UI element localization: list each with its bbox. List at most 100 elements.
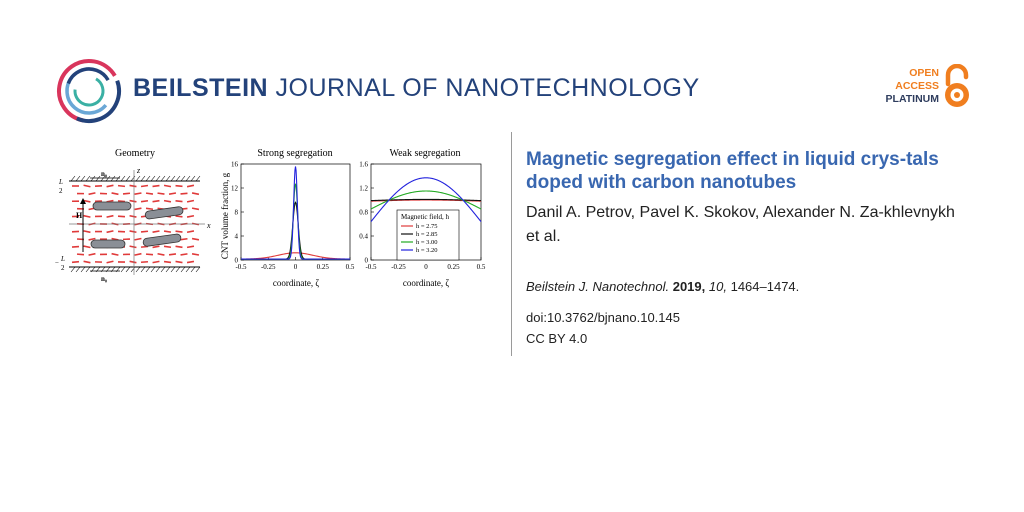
lc-molecule — [152, 199, 160, 203]
hatch-line — [115, 175, 121, 182]
y-tick-label: 0.4 — [359, 233, 368, 241]
hatch-line — [145, 175, 151, 182]
y-tick-label: 0.8 — [359, 209, 368, 217]
open-lock-icon — [945, 64, 969, 107]
hatch-line — [155, 266, 161, 273]
field-label-H: H — [76, 211, 83, 220]
lc-molecule — [163, 184, 172, 188]
doi-link[interactable]: doi:10.3762/bjnano.10.145 — [526, 310, 680, 325]
lc-molecule — [145, 192, 154, 195]
nanotube — [142, 233, 182, 247]
lc-molecule — [157, 252, 165, 256]
x-tick-label: 0.25 — [317, 263, 330, 271]
thickness-top-den: 2 — [59, 187, 63, 195]
lc-molecule — [83, 184, 91, 188]
series-line-3 — [241, 183, 350, 260]
axis-label-x: x — [206, 221, 211, 230]
lc-molecule — [129, 260, 137, 264]
hatch-line — [140, 175, 146, 182]
series-line-2 — [241, 201, 350, 260]
lc-molecule — [134, 207, 142, 211]
hatch-line — [185, 266, 191, 273]
article-title[interactable]: Magnetic segregation effect in liquid cr… — [526, 149, 939, 193]
lc-molecule — [175, 245, 183, 249]
license[interactable]: CC BY 4.0 — [526, 331, 588, 346]
x-tick-label: -0.5 — [235, 263, 247, 271]
lc-molecule — [129, 230, 137, 234]
lc-molecule — [191, 253, 200, 256]
hatch-line — [130, 266, 136, 273]
lc-molecule — [129, 214, 137, 218]
hatch-line — [150, 175, 156, 182]
lc-molecule — [145, 207, 154, 211]
hatch-line — [75, 266, 81, 273]
lc-molecule — [76, 253, 85, 256]
hatch-line — [85, 266, 91, 273]
thickness-bottom-minus: − — [55, 259, 59, 267]
director-label-top: n₀ — [101, 170, 107, 178]
lc-molecule — [175, 215, 183, 218]
x-tick-label: -0.25 — [391, 263, 406, 271]
hatch-line — [170, 175, 176, 182]
lc-molecule — [191, 237, 200, 241]
lc-molecule — [106, 230, 114, 234]
hatch-line — [190, 175, 196, 182]
lc-molecule — [152, 245, 160, 249]
y-tick-label: 0 — [235, 257, 239, 265]
plot-frame — [240, 163, 351, 261]
lc-molecule — [152, 230, 160, 233]
hatch-line — [165, 266, 171, 273]
thickness-bottom: L — [60, 255, 65, 263]
hatch-line — [180, 266, 186, 273]
hatch-line — [95, 175, 101, 182]
hatch-line — [195, 175, 201, 182]
oa-line3: PLATINUM — [885, 93, 939, 105]
lc-molecule — [180, 237, 188, 241]
legend-label: h = 3.00 — [416, 239, 438, 246]
hatch-line — [70, 266, 76, 273]
axis-label-z: z — [136, 166, 141, 175]
hatch-line — [100, 175, 106, 182]
legend-label: h = 3.20 — [416, 247, 438, 254]
lc-molecule — [145, 253, 154, 256]
lc-molecule — [180, 253, 188, 256]
lc-molecule — [152, 260, 160, 264]
hatch-line — [135, 266, 141, 273]
lc-molecule — [163, 260, 172, 264]
hatch-line — [180, 175, 186, 182]
xlabel-strong: coordinate, ζ — [273, 278, 319, 288]
hatch-line — [120, 175, 126, 182]
hatch-line — [120, 266, 126, 273]
hatch-line — [145, 266, 151, 273]
lc-molecule — [140, 260, 149, 264]
citation-year: 2019, — [672, 279, 706, 294]
citation-volume: 10, — [708, 279, 727, 294]
thickness-bottom-den: 2 — [61, 264, 65, 272]
x-tick-label: 0.5 — [346, 263, 355, 271]
lc-molecule — [191, 192, 200, 196]
graphical-abstract-figure: Geometry x z n₀ n₀ H L 2 − L 2 Strong se… — [55, 148, 486, 288]
series-line-4 — [241, 166, 350, 260]
hatch-line — [155, 175, 161, 182]
citation-pages: 1464–1474. — [730, 279, 800, 294]
lc-molecule — [186, 260, 195, 264]
lc-molecule — [163, 230, 172, 233]
hatch-line — [135, 175, 141, 182]
y-tick-label: 16 — [231, 161, 239, 169]
lc-molecule — [71, 260, 80, 264]
series-line-1 — [370, 199, 482, 202]
lc-molecule — [175, 230, 183, 233]
xlabel-weak: coordinate, ζ — [403, 278, 449, 288]
lc-molecule — [134, 252, 142, 256]
journal-name: BEILSTEIN JOURNAL OF NANOTECHNOLOGY — [133, 74, 700, 102]
hatch-line — [175, 175, 181, 182]
lc-molecule — [83, 230, 91, 234]
hatch-line — [190, 266, 196, 273]
y-tick-label: 1.2 — [359, 185, 368, 193]
hatch-line — [130, 175, 136, 182]
hatch-line — [105, 175, 111, 182]
legend-title: Magnetic field, h — [401, 213, 450, 221]
lc-molecule — [83, 260, 91, 264]
hatch-line — [85, 175, 91, 182]
lc-molecule — [180, 192, 188, 195]
